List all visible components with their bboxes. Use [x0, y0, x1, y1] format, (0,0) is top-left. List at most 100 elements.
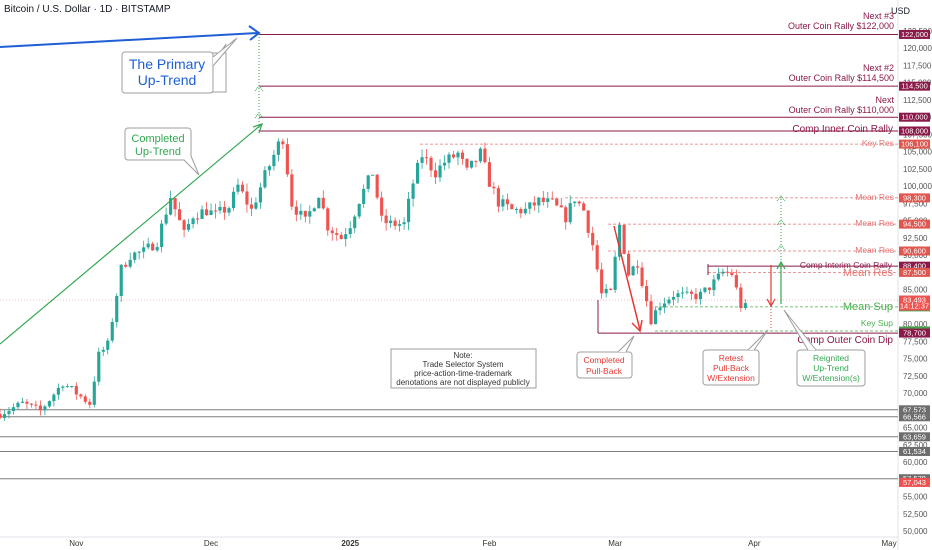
candle-body[interactable]	[442, 162, 447, 166]
candle-body[interactable]	[74, 386, 78, 395]
candle-body[interactable]	[667, 299, 671, 304]
candle-body[interactable]	[658, 307, 662, 311]
candle-body[interactable]	[115, 295, 119, 322]
note-box[interactable]	[390, 348, 537, 389]
candle-body[interactable]	[622, 224, 626, 254]
candle-body[interactable]	[402, 222, 406, 225]
candle-body[interactable]	[537, 197, 541, 206]
candle-body[interactable]	[627, 253, 631, 276]
candle-body[interactable]	[532, 202, 536, 206]
candle-body[interactable]	[191, 218, 195, 225]
candle-body[interactable]	[317, 197, 321, 209]
candle-body[interactable]	[505, 199, 509, 205]
candle-body[interactable]	[712, 279, 716, 291]
candle-body[interactable]	[195, 218, 200, 220]
candle-body[interactable]	[492, 186, 496, 189]
candle-body[interactable]	[582, 203, 586, 211]
candle-body[interactable]	[254, 202, 258, 209]
candle-body[interactable]	[528, 202, 532, 209]
candle-body[interactable]	[407, 198, 411, 223]
candle-body[interactable]	[550, 198, 554, 200]
candle-body[interactable]	[447, 154, 451, 163]
candle-body[interactable]	[178, 209, 182, 221]
candle-body[interactable]	[734, 275, 738, 288]
candle-body[interactable]	[676, 293, 680, 298]
candle-body[interactable]	[415, 162, 420, 184]
candle-body[interactable]	[38, 405, 42, 411]
candle-body[interactable]	[52, 394, 56, 402]
candle-body[interactable]	[609, 288, 613, 290]
candle-body[interactable]	[290, 174, 294, 207]
candle-body[interactable]	[187, 224, 191, 230]
candle-body[interactable]	[375, 174, 379, 198]
candle-body[interactable]	[142, 247, 146, 252]
candle-body[interactable]	[559, 205, 563, 208]
candle-body[interactable]	[326, 208, 330, 231]
candle-body[interactable]	[465, 158, 469, 168]
candle-body[interactable]	[2, 414, 7, 418]
candle-body[interactable]	[451, 154, 456, 158]
candle-body[interactable]	[685, 291, 689, 293]
candle-body[interactable]	[725, 271, 729, 273]
candle-body[interactable]	[106, 340, 110, 350]
reignited-callout-box[interactable]	[796, 349, 866, 387]
candle-body[interactable]	[393, 220, 397, 226]
candle-body[interactable]	[591, 232, 595, 246]
candle-body[interactable]	[160, 223, 164, 248]
candle-body[interactable]	[0, 413, 2, 418]
candle-body[interactable]	[743, 303, 747, 309]
time-axis[interactable]: Nov Dec 2025 Feb Mar Apr May	[69, 539, 896, 548]
candle-body[interactable]	[362, 188, 366, 204]
candle-body[interactable]	[716, 273, 720, 280]
candle-body[interactable]	[276, 141, 280, 155]
candle-body[interactable]	[285, 144, 289, 175]
candle-body[interactable]	[483, 148, 487, 163]
candle-body[interactable]	[519, 208, 523, 214]
candle-body[interactable]	[730, 272, 734, 276]
candle-body[interactable]	[267, 166, 271, 171]
candle-body[interactable]	[222, 206, 227, 213]
candle-body[interactable]	[496, 188, 500, 207]
candle-body[interactable]	[83, 396, 87, 402]
candle-body[interactable]	[478, 148, 483, 162]
candle-body[interactable]	[209, 210, 213, 215]
candle-body[interactable]	[137, 251, 141, 253]
candle-body[interactable]	[308, 211, 312, 217]
candle-body[interactable]	[339, 234, 343, 240]
candle-body[interactable]	[272, 154, 276, 167]
candle-body[interactable]	[169, 198, 173, 215]
pullback-arrow-line[interactable]	[613, 225, 641, 331]
candle-body[interactable]	[231, 191, 236, 209]
candle-body[interactable]	[438, 165, 442, 178]
price-axis[interactable]: 50,00052,50055,00057,50060,00062,50065,0…	[903, 27, 932, 536]
candle-body[interactable]	[294, 206, 298, 215]
candle-body[interactable]	[460, 152, 465, 159]
candle-body[interactable]	[173, 198, 177, 210]
candle-body[interactable]	[721, 271, 725, 274]
candle-body[interactable]	[433, 170, 438, 178]
retest-callout-box[interactable]	[702, 349, 760, 386]
candle-body[interactable]	[694, 293, 698, 300]
candle-body[interactable]	[371, 174, 375, 176]
candle-body[interactable]	[330, 230, 334, 234]
candle-body[interactable]	[514, 208, 518, 210]
candle-body[interactable]	[65, 386, 69, 388]
candle-body[interactable]	[680, 292, 685, 294]
candle-body[interactable]	[213, 210, 218, 212]
candle-body[interactable]	[236, 184, 240, 192]
primary-trend-line[interactable]	[0, 32, 259, 48]
completed-callout-box[interactable]	[124, 127, 192, 161]
candle-body[interactable]	[151, 243, 155, 251]
candle-body[interactable]	[101, 349, 105, 352]
candle-body[interactable]	[429, 157, 433, 171]
candle-body[interactable]	[218, 206, 222, 211]
candle-body[interactable]	[335, 233, 339, 235]
candle-body[interactable]	[70, 386, 74, 388]
candle-body[interactable]	[671, 297, 676, 300]
candle-body[interactable]	[487, 162, 491, 187]
candle-body[interactable]	[698, 291, 703, 300]
completed-trend-line[interactable]	[0, 123, 263, 345]
candle-body[interactable]	[649, 301, 653, 325]
candle-body[interactable]	[88, 401, 92, 405]
